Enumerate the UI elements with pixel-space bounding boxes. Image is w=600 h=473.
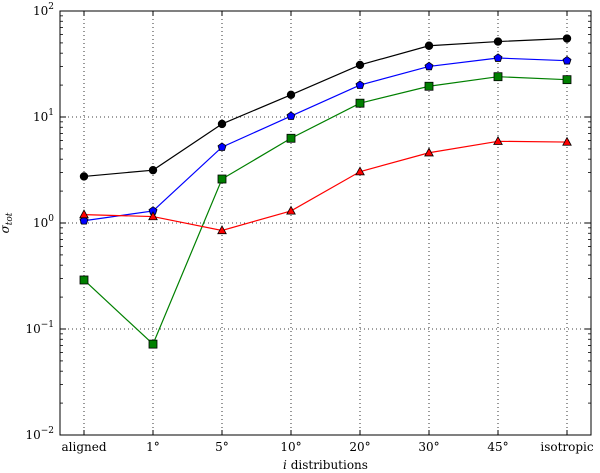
x-tick-label: 45° — [487, 440, 508, 454]
data-point-square — [424, 81, 434, 91]
y-tick-label: 100 — [33, 214, 54, 230]
data-point-square — [286, 133, 296, 143]
data-point-triangle — [79, 209, 89, 219]
data-point-square — [562, 75, 572, 85]
data-point-square — [148, 339, 158, 349]
y-tick-label: 10−1 — [25, 320, 54, 336]
y-tick-label: 101 — [33, 108, 54, 124]
data-point-triangle — [148, 211, 158, 221]
data-point-triangle — [217, 225, 227, 235]
series-line-3 — [83, 140, 568, 232]
data-point-triangle — [562, 136, 572, 146]
axis-ticks — [60, 10, 591, 436]
data-point-triangle — [424, 147, 434, 157]
x-tick-label: 1° — [146, 440, 160, 454]
y-tick-label: 102 — [33, 2, 54, 18]
data-point-pentagon — [562, 55, 572, 65]
series-line-1 — [83, 57, 568, 222]
x-tick-label: 30° — [418, 440, 439, 454]
data-point-pentagon — [424, 61, 434, 71]
x-tick-label: 10° — [280, 440, 301, 454]
series-line-2 — [83, 76, 568, 346]
series-layer — [79, 34, 572, 349]
data-point-pentagon — [493, 53, 503, 62]
x-tick-label: aligned — [61, 440, 106, 454]
data-point-circle — [562, 34, 572, 43]
data-point-square — [493, 72, 503, 82]
data-point-triangle — [286, 205, 296, 215]
data-point-triangle — [493, 135, 503, 145]
data-point-square — [79, 275, 89, 285]
data-point-pentagon — [286, 111, 296, 120]
grid — [60, 11, 591, 435]
series-line-0 — [83, 37, 568, 178]
x-axis-label: i distributions — [283, 458, 368, 472]
data-point-pentagon — [217, 142, 227, 151]
x-tick-labels: aligned 1° 5° 10° 20° 30° 45° isotropic — [61, 440, 593, 454]
plot-frame — [59, 10, 592, 436]
data-point-square — [217, 174, 227, 184]
data-point-circle — [493, 37, 503, 46]
data-point-circle — [148, 165, 158, 175]
data-point-circle — [217, 119, 227, 129]
data-point-circle — [355, 60, 365, 70]
data-point-square — [355, 98, 365, 108]
data-point-triangle — [355, 166, 365, 176]
data-point-circle — [286, 90, 296, 99]
x-tick-label: 5° — [215, 440, 229, 454]
y-axis-label: σtot — [0, 212, 15, 233]
x-tick-label: isotropic — [540, 440, 594, 454]
x-tick-label: 20° — [349, 440, 370, 454]
y-tick-labels: 10−2 10−1 100 101 102 — [25, 2, 54, 442]
data-point-pentagon — [79, 216, 89, 225]
data-point-circle — [424, 41, 434, 50]
y-tick-label: 10−2 — [25, 426, 54, 442]
data-point-pentagon — [355, 80, 365, 89]
data-point-circle — [79, 172, 89, 181]
